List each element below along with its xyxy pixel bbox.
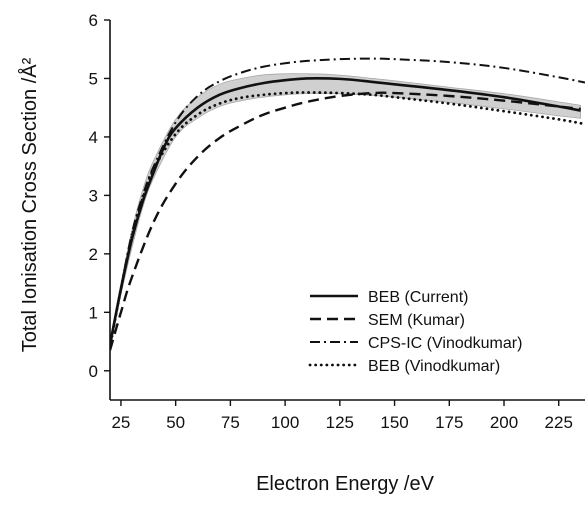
x-tick-label-200: 200 [490,413,518,432]
series-layer [110,57,585,351]
legend-label-1: BEB (Current) [368,289,468,306]
x-tick-label-150: 150 [380,413,408,432]
x-tick-label-225: 225 [545,413,573,432]
y-axis-title: Total Ionisation Cross Section /Å² [18,57,41,352]
y-tick-label-1: 1 [89,303,98,322]
y-tick-label-3: 3 [89,186,98,205]
legend-label-2: SEM (Kumar) [368,312,465,329]
legend-label-3: CPS-IC (Vinodkumar) [368,335,522,352]
x-tick-label-50: 50 [166,413,185,432]
x-tick-label-100: 100 [271,413,299,432]
series-line-4 [110,91,585,349]
series-line-1 [110,76,581,345]
legend: BEB (Current) SEM (Kumar) CPS-IC (Vinodkum… [308,289,522,375]
series-line-3 [110,57,585,348]
x-tick-label-175: 175 [435,413,463,432]
x-axis-title: Electron Energy /eV [256,473,435,495]
y-tick-label-6: 6 [89,11,98,30]
y-tick-label-4: 4 [89,128,98,147]
series-line-2 [110,91,581,351]
x-tick-label-75: 75 [221,413,240,432]
y-tick-label-0: 0 [89,362,98,381]
x-tick-label-125: 125 [326,413,354,432]
x-tick-label-25: 25 [111,413,130,432]
legend-label-4: BEB (Vinodkumar) [368,358,500,375]
y-tick-label-5: 5 [89,69,98,88]
axes-layer: 25 50 75 100 125 150 175 200 225 0 1 2 3 4 5 6 [89,11,585,432]
y-tick-label-2: 2 [89,245,98,264]
